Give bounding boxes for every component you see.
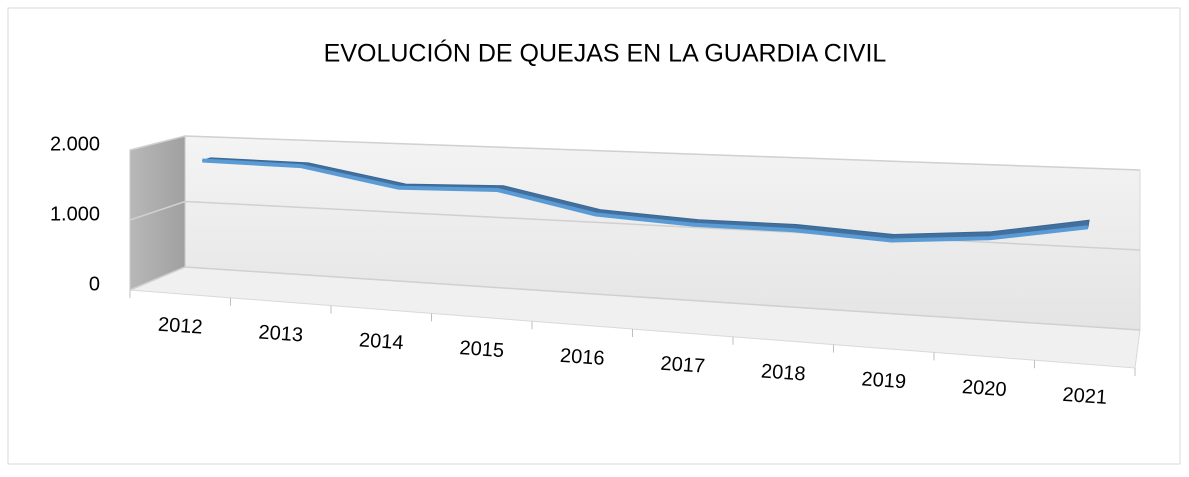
x-tick-label: 2014 [358,329,404,354]
line [202,158,1089,243]
y-tick-label: 0 [89,273,100,295]
chart-title: EVOLUCIÓN DE QUEJAS EN LA GUARDIA CIVIL [324,39,887,68]
x-tick-label: 2020 [961,376,1007,401]
y-tick-label: 2.000 [50,133,100,155]
y-tick-label: 1.000 [50,203,100,225]
x-tick-label: 2015 [459,337,505,362]
x-tick-label: 2019 [861,368,907,393]
grid-line [129,266,1141,331]
x-tick-label: 2016 [559,345,605,370]
side-wall [129,135,186,291]
x-tick-label: 2012 [157,314,203,339]
x-tick-label: 2021 [1062,384,1108,409]
grid-line [129,135,1141,171]
x-tick-label: 2013 [258,321,304,346]
x-tick-label: 2017 [660,353,706,378]
x-tick-label: 2018 [760,360,806,385]
